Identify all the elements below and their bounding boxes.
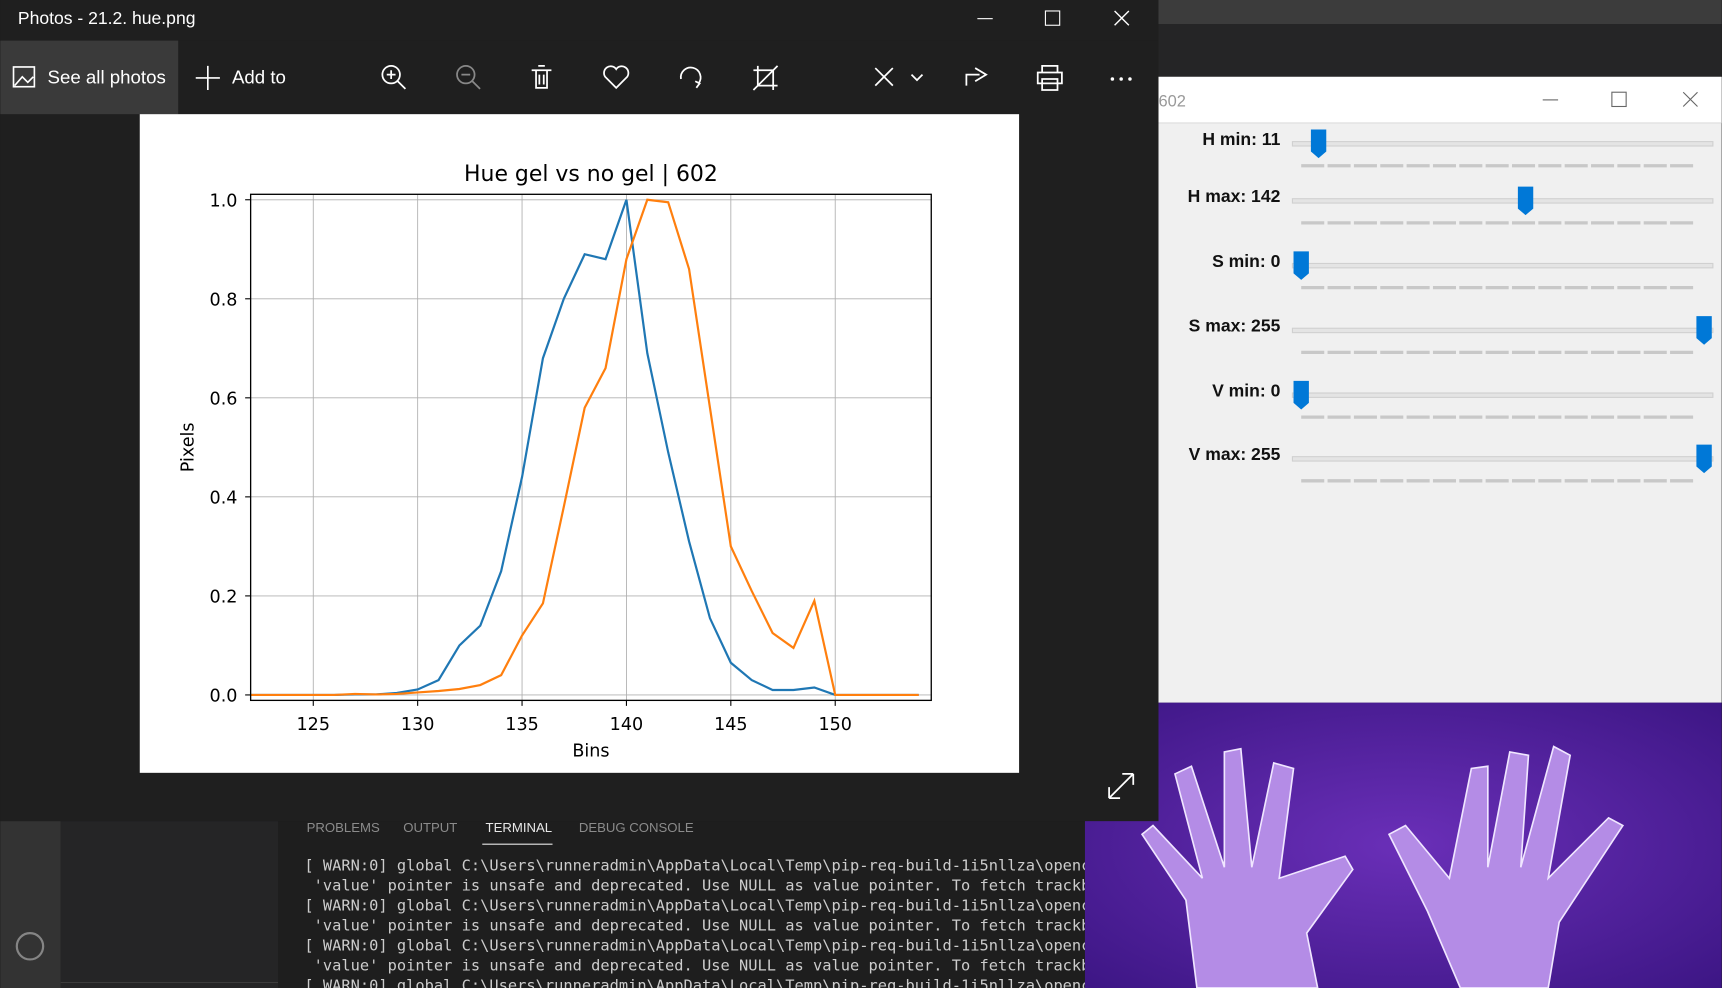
terminal-tab[interactable]: DEBUG CONSOLE — [579, 820, 694, 835]
hand-image — [1084, 702, 1722, 988]
print-icon[interactable] — [1036, 64, 1063, 91]
fullscreen-icon[interactable] — [1108, 773, 1135, 799]
trackbar-label: V min: 0 — [1212, 380, 1280, 400]
close-button[interactable] — [1682, 91, 1698, 107]
trackbar-thumb[interactable] — [1293, 380, 1309, 410]
terminal: PROBLEMS OUTPUT TERMINAL DEBUG CONSOLE — [307, 820, 694, 845]
terminal-line: 'value' pointer is unsafe and deprecated… — [304, 916, 1109, 934]
delete-icon[interactable] — [531, 64, 552, 89]
photos-window: Photos - 21.2. hue.png See all photos Ad… — [0, 0, 1159, 799]
terminal-output: [ WARN:0] global C:\Users\runneradmin\Ap… — [304, 857, 1109, 988]
hand — [1140, 747, 1354, 988]
terminal-line: [ WARN:0] global C:\Users\runneradmin\Ap… — [304, 976, 1109, 988]
window-body — [1158, 76, 1722, 703]
chart: 125 130 135 140 145 150 0.0 0.2 0.4 0.6 0.8 1.0 Hue … — [179, 162, 932, 761]
maximize-button[interactable] — [1611, 91, 1627, 108]
trackbar-window: 602 H min: 11 H max: 142 S min: 0 S max: 25… — [1158, 76, 1722, 703]
terminal-tab[interactable]: PROBLEMS — [307, 820, 380, 835]
y-tick-label: 0.2 — [210, 587, 238, 607]
hand — [1387, 745, 1625, 988]
favorite-icon[interactable] — [603, 65, 630, 90]
trackbar-label: S max: 255 — [1189, 316, 1281, 336]
terminal-tab[interactable]: OUTPUT — [403, 820, 457, 835]
y-tick-label: 0.4 — [210, 488, 238, 508]
x-tick-label: 150 — [818, 715, 852, 735]
trackbar-track — [1291, 198, 1714, 204]
add-to-label[interactable]: Add to — [232, 66, 286, 87]
terminal-line: [ WARN:0] global C:\Users\runneradmin\Ap… — [304, 857, 1109, 875]
y-tick-label: 0.0 — [210, 687, 238, 707]
see-all-label[interactable]: See all photos — [48, 66, 166, 87]
photos-icon — [12, 66, 36, 88]
trackbars: H min: 11 H max: 142 S min: 0 S max: 255 V m… — [1188, 129, 1714, 483]
terminal-tab[interactable]: TERMINAL — [486, 820, 553, 835]
trackbar-track — [1291, 262, 1714, 269]
y-tick-label: 0.8 — [210, 290, 238, 310]
trackbar-label: H min: 11 — [1202, 129, 1280, 149]
x-axis-label: Bins — [572, 741, 609, 761]
trackbar-label: H max: 142 — [1188, 186, 1281, 206]
trackbar-label: S min: 0 — [1212, 251, 1280, 271]
terminal-line: [ WARN:0] global C:\Users\runneradmin\Ap… — [304, 936, 1109, 954]
terminal-line: 'value' pointer is unsafe and deprecated… — [304, 956, 1109, 974]
zoom-out-icon[interactable] — [461, 73, 481, 90]
y-tick-label: 0.6 — [210, 389, 238, 409]
trackbar-thumb[interactable] — [1696, 444, 1712, 474]
vscode-tabs — [1158, 24, 1722, 77]
trackbar-label: V max: 255 — [1189, 444, 1281, 464]
series-line — [250, 198, 919, 697]
rotate-icon[interactable] — [679, 66, 702, 89]
trackbar-thumb[interactable] — [1696, 316, 1712, 345]
trackbar-thumb[interactable] — [1310, 129, 1327, 159]
trackbar-track — [1291, 141, 1714, 147]
x-tick-label: 135 — [505, 715, 539, 735]
terminal-line: 'value' pointer is unsafe and deprecated… — [304, 877, 1109, 895]
trackbar-thumb[interactable] — [1293, 251, 1309, 280]
window-title: Photos - 21.2. hue.png — [18, 8, 196, 28]
chart-title: Hue gel vs no gel | 602 — [464, 162, 718, 187]
photos-icon — [13, 75, 34, 87]
y-axis-label: Pixels — [179, 422, 199, 472]
vscode-titlebar — [1158, 0, 1722, 25]
zoom-out-icon[interactable] — [456, 64, 476, 85]
x-tick-label: 145 — [714, 715, 748, 735]
x-tick-label: 130 — [401, 715, 435, 735]
add-icon[interactable] — [195, 65, 220, 91]
account-icon[interactable] — [15, 932, 45, 961]
close-button[interactable] — [1114, 10, 1130, 26]
trackbar-thumb[interactable] — [1517, 186, 1534, 216]
zoom-in-icon[interactable] — [381, 64, 401, 85]
y-tick-label: 1.0 — [210, 191, 238, 211]
window-titlebar — [1158, 76, 1722, 123]
share-icon[interactable] — [965, 67, 988, 86]
image-canvas — [139, 114, 1020, 773]
edit-icon[interactable] — [874, 67, 924, 87]
plot-frame — [249, 193, 932, 702]
terminal-line: [ WARN:0] global C:\Users\runneradmin\Ap… — [304, 896, 1109, 914]
maximize-button[interactable] — [1044, 10, 1061, 26]
side-panel — [60, 821, 279, 988]
window-titlebar — [0, 0, 1159, 41]
activity-bar — [0, 821, 61, 988]
terminal-panel — [278, 821, 1085, 988]
see-all-button[interactable] — [0, 40, 179, 115]
zoom-in-icon[interactable] — [386, 70, 407, 90]
trackbar-track — [1291, 392, 1714, 398]
x-tick-label: 140 — [610, 715, 644, 735]
trackbar-track — [1291, 456, 1714, 462]
x-tick-label: 125 — [297, 715, 331, 735]
crop-icon[interactable] — [752, 65, 779, 91]
window-title: 602 — [1158, 92, 1185, 110]
trackbar-track — [1291, 327, 1714, 334]
